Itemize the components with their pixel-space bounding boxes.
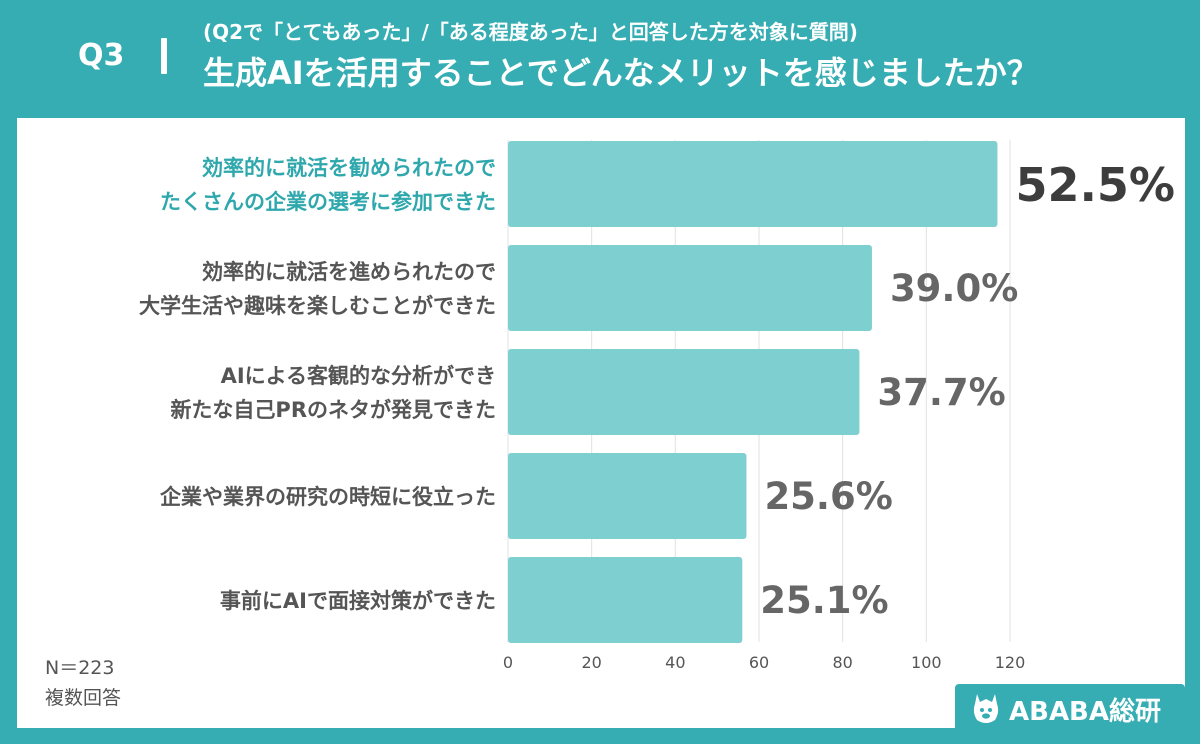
brand-name: ABABA総研 <box>1009 697 1162 727</box>
question-subtitle: (Q2で「とてもあった」/「ある程度あった」と回答した方を対象に質問) <box>203 20 858 44</box>
header: Q3 (Q2で「とてもあった」/「ある程度あった」と回答した方を対象に質問) 生… <box>0 0 1200 116</box>
category-label: たくさんの企業の選考に参加できた <box>160 190 496 214</box>
bar <box>508 349 860 435</box>
alpaca-icon <box>973 694 999 723</box>
category-label: 効率的に就活を進められたので <box>202 260 496 284</box>
value-label: 25.1% <box>760 579 888 622</box>
sample-size: N＝223 <box>45 657 115 679</box>
value-label: 25.6% <box>764 475 892 518</box>
question-divider <box>161 38 167 74</box>
category-label: AIによる客観的な分析ができ <box>221 364 496 388</box>
x-tick-label: 80 <box>832 653 852 672</box>
x-tick-label: 100 <box>911 653 942 672</box>
category-label: 大学生活や趣味を楽しむことができた <box>139 294 496 318</box>
x-tick-label: 20 <box>581 653 601 672</box>
category-label: 企業や業界の研究の時短に役立った <box>159 485 496 509</box>
value-label: 37.7% <box>877 371 1005 414</box>
x-tick-label: 60 <box>749 653 769 672</box>
category-label: 効率的に就活を勧められたので <box>202 156 496 180</box>
brand-badge: ABABA総研 <box>955 684 1185 732</box>
value-label: 52.5% <box>1015 158 1175 212</box>
category-label: 新たな自己PRのネタが発見できた <box>170 398 496 422</box>
bar <box>508 141 998 227</box>
bar <box>508 557 743 643</box>
bar <box>508 453 747 539</box>
question-title: 生成AIを活用することでどんなメリットを感じましたか？ <box>203 54 1039 92</box>
bar <box>508 245 872 331</box>
question-number: Q3 <box>78 38 125 73</box>
x-tick-label: 120 <box>995 653 1026 672</box>
x-tick-label: 0 <box>503 653 513 672</box>
x-tick-label: 40 <box>665 653 685 672</box>
value-label: 39.0% <box>890 267 1018 310</box>
category-label: 事前にAIで面接対策ができた <box>220 589 496 613</box>
multiple-answer-note: 複数回答 <box>45 687 122 709</box>
